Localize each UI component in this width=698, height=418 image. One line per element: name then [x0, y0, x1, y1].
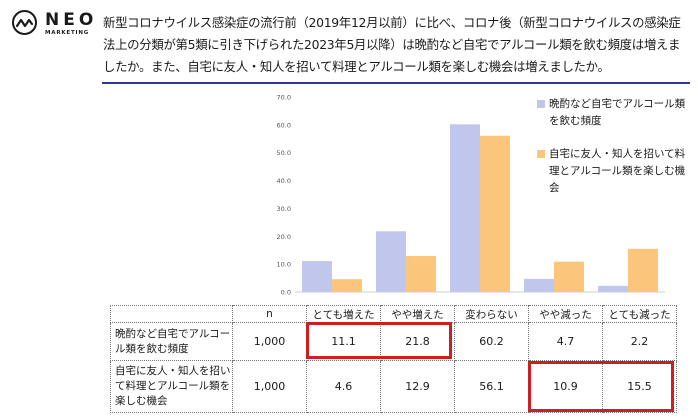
- table-corner: [110, 305, 233, 323]
- highlight-box-increase: [306, 322, 452, 359]
- table-header: 変わらない: [454, 305, 529, 323]
- y-tick-label: 70.0: [277, 94, 291, 102]
- data-table: n とても増えた やや増えた 変わらない やや減った とても減った 晩酌など自宅…: [110, 305, 677, 413]
- table-header: やや減った: [528, 305, 603, 323]
- survey-question: 新型コロナウイルス感染症の流行前（2019年12月以前）に比べ、コロナ後（新型コ…: [103, 15, 681, 74]
- table-header: とても増えた: [306, 305, 381, 323]
- table-cell: 15.5: [602, 360, 677, 413]
- table-header-row: n とても増えた やや増えた 変わらない やや減った とても減った: [110, 305, 677, 323]
- table-row: 晩酌など自宅でアルコール類を飲む頻度 1,000 11.1 21.8 60.2 …: [110, 322, 677, 361]
- table-header: とても減った: [602, 305, 677, 323]
- logo-name: NEO: [45, 10, 98, 30]
- table-cell: 4.7: [528, 322, 603, 361]
- y-tick-label: 30.0: [277, 205, 291, 213]
- table-header: やや増えた: [380, 305, 455, 323]
- bar-series2: [480, 135, 510, 292]
- highlight-box-decrease: [528, 361, 674, 412]
- table-cell: 60.2: [454, 322, 529, 361]
- table-cell: 4.6: [306, 360, 381, 413]
- header-rule: [102, 82, 690, 84]
- table-cell-n: 1,000: [232, 322, 307, 361]
- table-cell: 2.2: [602, 322, 677, 361]
- legend-swatch-series1: [537, 100, 545, 108]
- legend-item-series2: 自宅に友人・知人を招いて料理とアルコール類を楽しむ機会: [537, 146, 687, 197]
- legend-item-series1: 晩酌など自宅でアルコール類を飲む頻度: [537, 96, 687, 130]
- y-tick-label: 20.0: [277, 233, 291, 241]
- table-row: 自宅に友人・知人を招いて料理とアルコール類を楽しむ機会 1,000 4.6 12…: [110, 360, 677, 413]
- table-row-label: 自宅に友人・知人を招いて料理とアルコール類を楽しむ機会: [110, 360, 233, 413]
- bar-series1: [302, 261, 332, 292]
- neo-marketing-logo: NEO MARKETING: [12, 10, 93, 40]
- table-row-label: 晩酌など自宅でアルコール類を飲む頻度: [110, 322, 233, 361]
- chart-legend: 晩酌など自宅でアルコール類を飲む頻度 自宅に友人・知人を招いて料理とアルコール類…: [537, 96, 687, 213]
- bar-series2: [554, 261, 584, 292]
- table-header-n: n: [232, 305, 307, 323]
- bar-series1: [524, 278, 554, 292]
- table-cell: 56.1: [454, 360, 529, 413]
- y-tick-label: 10.0: [277, 261, 291, 269]
- y-tick-label: 40.0: [277, 177, 291, 185]
- legend-label-series2: 自宅に友人・知人を招いて料理とアルコール類を楽しむ機会: [549, 148, 686, 194]
- table-cell: 12.9: [380, 360, 455, 413]
- bar-series1: [376, 231, 406, 292]
- bar-series2: [332, 279, 362, 292]
- legend-label-series1: 晩酌など自宅でアルコール類を飲む頻度: [549, 98, 686, 127]
- table-cell: 11.1: [306, 322, 381, 361]
- table-cell: 10.9: [528, 360, 603, 413]
- bar-series1: [598, 285, 628, 292]
- y-tick-label: 0.0: [281, 289, 291, 297]
- bar-series1: [450, 124, 480, 292]
- table-cell-n: 1,000: [232, 360, 307, 413]
- logo-wave-icon: [12, 10, 37, 35]
- legend-swatch-series2: [537, 150, 545, 158]
- bar-series2: [406, 256, 436, 292]
- y-tick-label: 50.0: [277, 149, 291, 157]
- y-tick-label: 60.0: [277, 121, 291, 129]
- bar-chart: 0.0 10.0 20.0 30.0 40.0 50.0 60.0 70.0: [277, 94, 665, 297]
- logo-subtitle: MARKETING: [45, 30, 90, 36]
- bar-series2: [628, 248, 658, 292]
